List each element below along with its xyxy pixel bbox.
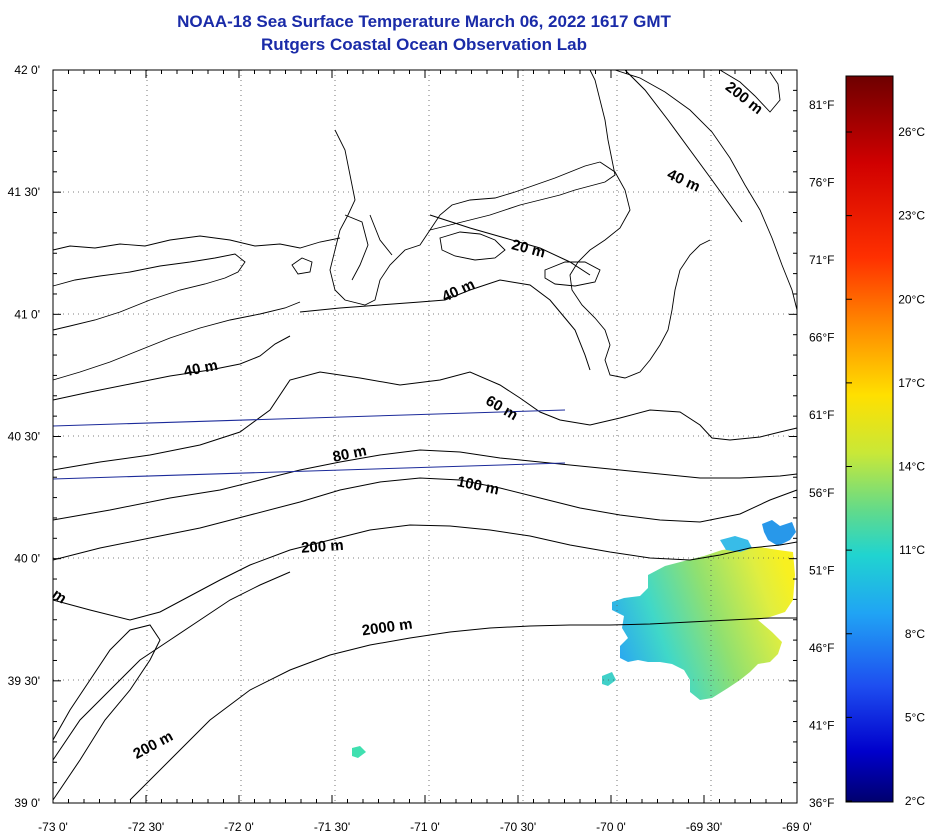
lon-label: -70 30' [500, 820, 536, 832]
contour-label: 200 m [301, 537, 345, 557]
long-island-south-shore [52, 301, 301, 381]
lon-label: -72 30' [128, 820, 164, 832]
transect-south [52, 462, 566, 480]
contour-40m-li [52, 335, 291, 401]
sst-data-patch-ne2 [762, 520, 796, 546]
lat-label: 40 30' [8, 430, 40, 444]
frame-ticks [52, 69, 798, 804]
contour-label: 40 m [439, 276, 477, 306]
celsius-label: 26°C [898, 125, 925, 139]
contour-label: 60 m [483, 392, 521, 424]
block-island [291, 257, 313, 275]
lat-label: 39 30' [8, 674, 40, 688]
buzzards-bay-coast [429, 69, 616, 231]
lat-label: 41 30' [8, 185, 40, 199]
fahrenheit-label: 61°F [809, 408, 834, 422]
fahrenheit-label: 56°F [809, 486, 834, 500]
contour-40m-north [624, 69, 743, 223]
contour-label: 200 m [722, 78, 766, 118]
gulf-of-maine-coast [614, 69, 798, 311]
celsius-label: 2°C [905, 794, 925, 808]
contour-100m [52, 477, 798, 561]
contour-label: 2000 m [361, 616, 414, 640]
contour-label: 40 m [664, 166, 702, 196]
fahrenheit-label: 76°F [809, 176, 834, 190]
georges-bank-shoal [719, 69, 781, 113]
fahrenheit-labels: 81°F 76°F 71°F 66°F 61°F 56°F 51°F 46°F 41°F 36°F [809, 98, 834, 810]
long-island-coast [52, 253, 246, 331]
transect-north [52, 409, 566, 427]
bathymetry-contours [52, 69, 798, 801]
map-subtitle: Rutgers Coastal Ocean Observation Lab [261, 35, 587, 54]
celsius-labels: 26°C 23°C 20°C 17°C 14°C 11°C 8°C 5°C 2°C [846, 125, 925, 808]
nantucket [544, 261, 601, 287]
marthas-vineyard [439, 231, 506, 261]
lat-label: 41 0' [14, 307, 40, 321]
contour-label: 100 m [455, 473, 500, 498]
lon-label: -73 0' [38, 820, 68, 832]
celsius-label: 11°C [899, 543, 925, 557]
contour-80m [52, 449, 798, 521]
contour-label: 200 m [130, 728, 176, 763]
map-title: NOAA-18 Sea Surface Temperature March 06… [177, 12, 671, 31]
colorbar: 26°C 23°C 20°C 17°C 14°C 11°C 8°C 5°C 2°C [845, 75, 925, 808]
rhode-island-coast [329, 129, 601, 306]
sst-data-patch-ne [720, 536, 752, 552]
contour-2000m-sw [52, 571, 291, 761]
lon-label: -70 0' [596, 820, 626, 832]
longitude-labels: -73 0' -72 30' -72 0' -71 30' -71 0' -70 30' -… [38, 820, 812, 832]
cape-cod [569, 161, 711, 379]
celsius-label: 5°C [905, 710, 925, 724]
contour-label: 80 m [331, 442, 368, 466]
contour-200m [52, 524, 798, 621]
coastline [52, 69, 798, 381]
lon-label: -71 30' [314, 820, 350, 832]
graticule [53, 70, 797, 803]
fahrenheit-label: 41°F [809, 718, 834, 732]
sst-data-speck-2 [352, 746, 366, 758]
lat-label: 42 0' [14, 63, 40, 77]
celsius-label: 14°C [898, 460, 925, 474]
narragansett-bay [344, 214, 393, 281]
celsius-label: 23°C [898, 209, 925, 223]
lon-label: -69 0' [782, 820, 812, 832]
contour-200m-sw [52, 624, 161, 801]
contour-2000m [129, 617, 797, 801]
lon-label: -69 30' [686, 820, 722, 832]
celsius-label: 8°C [905, 627, 925, 641]
lon-label: -72 0' [224, 820, 254, 832]
sst-data-speck-1 [602, 672, 616, 686]
connecticut-coast [52, 235, 341, 251]
celsius-label: 20°C [898, 292, 925, 306]
lat-label: 39 0' [14, 796, 40, 810]
sst-data-patch [612, 547, 795, 700]
fahrenheit-label: 36°F [809, 796, 834, 810]
contour-60m [52, 371, 798, 471]
map-area: 200 m 40 m 20 m 40 m 40 m 60 m 80 m 100 m 200 m 2… [49, 69, 798, 804]
contour-label: 20 m [510, 236, 547, 261]
latitude-labels: 42 0' 41 30' 41 0' 40 30' 40 0' 39 30' 39 0' [8, 63, 40, 810]
celsius-label: 17°C [898, 376, 925, 390]
fahrenheit-label: 51°F [809, 563, 834, 577]
lon-label: -71 0' [410, 820, 440, 832]
colorbar-gradient [845, 75, 894, 803]
fahrenheit-label: 81°F [809, 98, 834, 112]
fahrenheit-label: 66°F [809, 331, 834, 345]
contour-40m-sound [299, 279, 591, 371]
fahrenheit-label: 71°F [809, 253, 834, 267]
contour-20m [429, 214, 591, 276]
fahrenheit-label: 46°F [809, 641, 834, 655]
lat-label: 40 0' [14, 552, 40, 566]
contour-label: 40 m [182, 357, 219, 381]
